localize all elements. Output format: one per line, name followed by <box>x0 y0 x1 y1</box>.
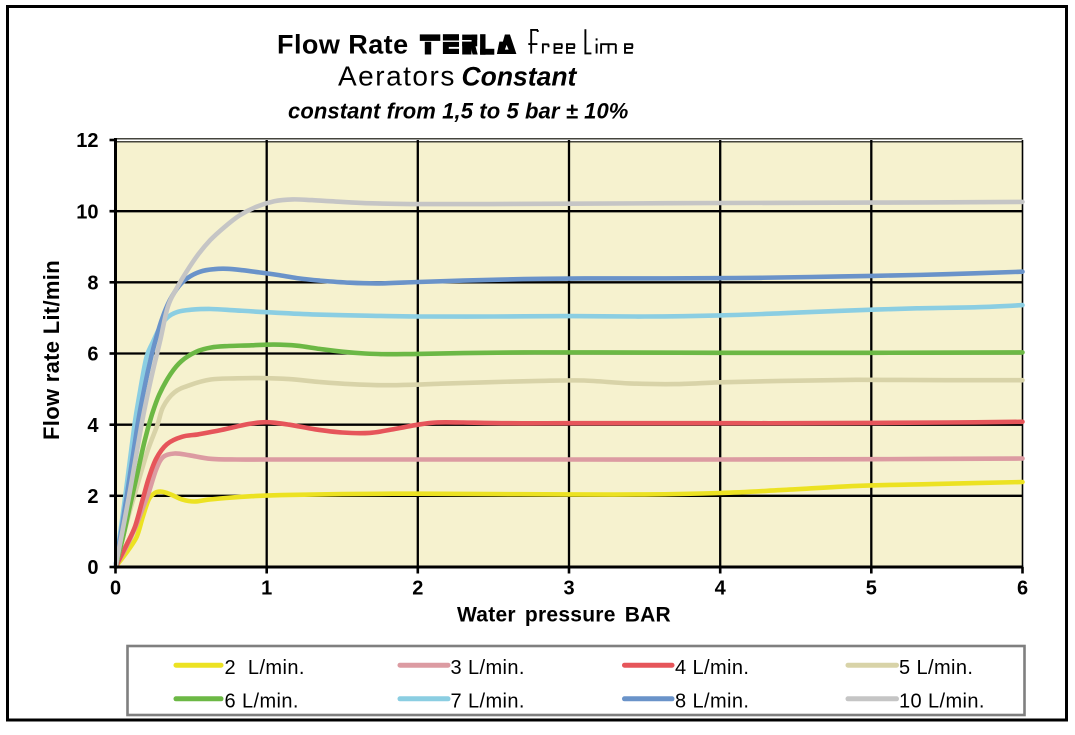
svg-text:10 L/min.: 10 L/min. <box>899 691 985 713</box>
svg-text:3: 3 <box>563 578 574 600</box>
svg-text:8: 8 <box>87 273 98 295</box>
svg-text:1: 1 <box>261 578 272 600</box>
svg-text:5 L/min.: 5 L/min. <box>899 657 973 679</box>
svg-text:10: 10 <box>76 201 98 223</box>
svg-text:Water pressure BAR: Water pressure BAR <box>457 603 671 626</box>
svg-text:4 L/min.: 4 L/min. <box>675 657 749 679</box>
svg-text:constant from 1,5 to 5 bar ± 1: constant from 1,5 to 5 bar ± 10% <box>288 99 628 124</box>
svg-text:4: 4 <box>715 578 727 600</box>
svg-text:Flow rate Lit/min: Flow rate Lit/min <box>39 260 64 440</box>
svg-text:Aerators: Aerators <box>338 60 456 91</box>
svg-text:0: 0 <box>87 557 98 579</box>
svg-text:5: 5 <box>866 578 877 600</box>
svg-text:7 L/min.: 7 L/min. <box>451 691 525 713</box>
svg-text:2 L/min.: 2 L/min. <box>225 657 305 679</box>
svg-text:8 L/min.: 8 L/min. <box>675 691 749 713</box>
svg-text:6 L/min.: 6 L/min. <box>225 691 299 713</box>
svg-text:6: 6 <box>1017 578 1028 600</box>
svg-text:Flow Rate: Flow Rate <box>277 30 409 60</box>
svg-text:2: 2 <box>87 486 98 508</box>
svg-text:4: 4 <box>87 415 99 437</box>
svg-text:12: 12 <box>76 130 98 152</box>
svg-text:Constant: Constant <box>462 61 578 91</box>
svg-text:6: 6 <box>87 344 98 366</box>
svg-text:3 L/min.: 3 L/min. <box>451 657 525 679</box>
svg-text:0: 0 <box>110 578 121 600</box>
svg-text:2: 2 <box>412 578 423 600</box>
